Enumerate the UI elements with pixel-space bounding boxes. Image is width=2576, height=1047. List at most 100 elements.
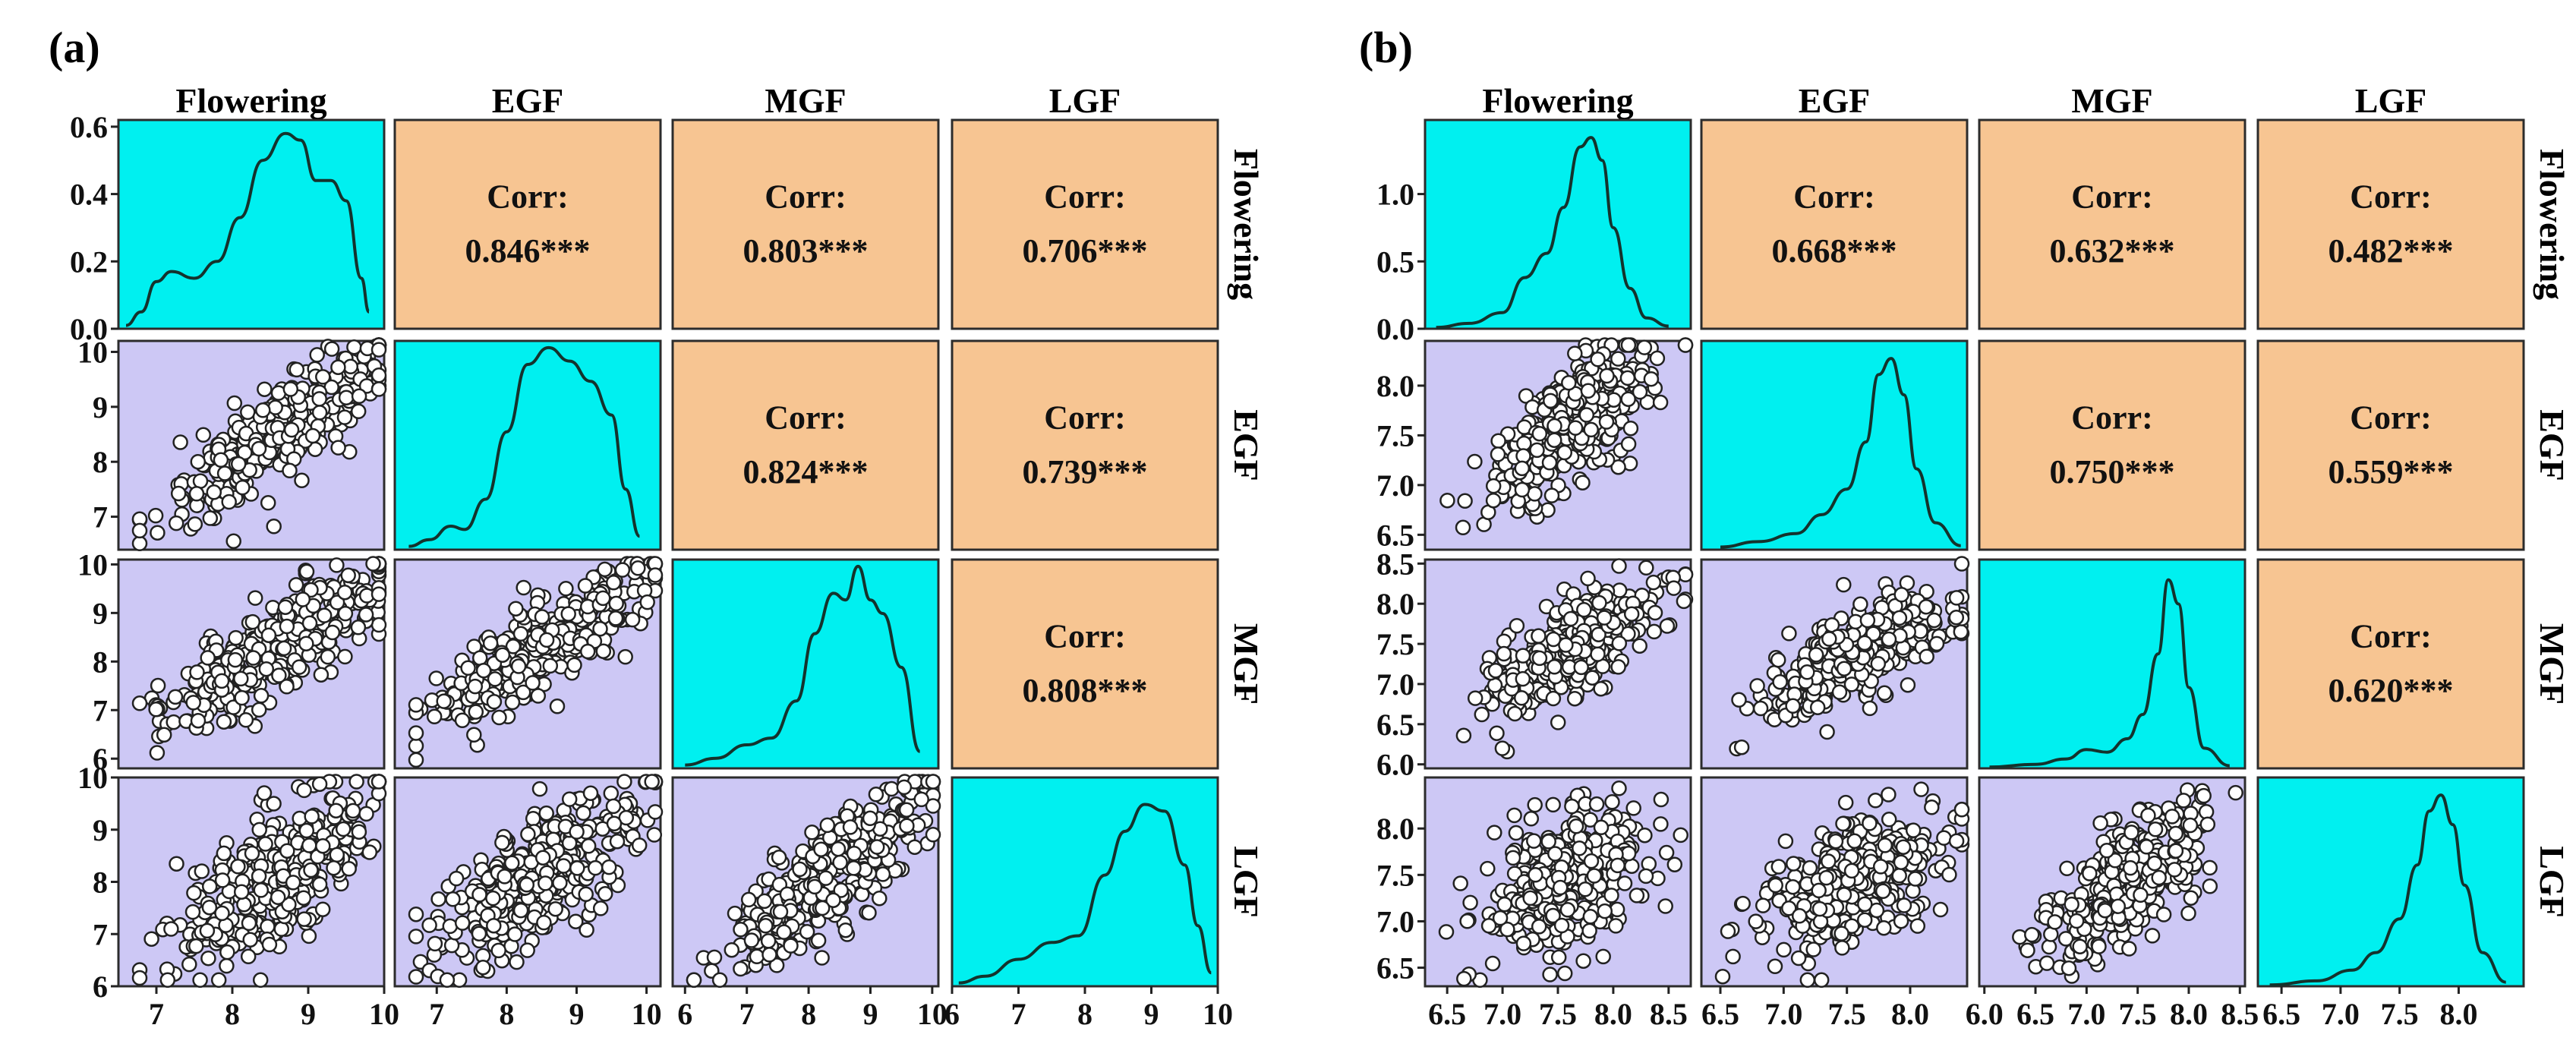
column-label-lgf: LGF xyxy=(2355,81,2427,120)
scatter-point xyxy=(150,677,166,694)
x-tick-label: 8 xyxy=(225,997,240,1031)
scatter-point xyxy=(743,932,760,948)
scatter-point xyxy=(1593,819,1610,836)
scatter-point xyxy=(639,594,655,610)
scatter-point xyxy=(1598,414,1615,430)
x-tick-label: 9 xyxy=(862,997,878,1031)
scatter-point xyxy=(494,647,511,663)
scatter-point xyxy=(582,785,599,801)
x-tick-label: 8.5 xyxy=(2221,997,2259,1031)
x-tick-label: 7 xyxy=(739,997,755,1031)
x-tick-label: 8.0 xyxy=(1891,997,1929,1031)
corr-cell-0-1: Corr:0.668*** xyxy=(1700,118,1969,330)
scatter-point xyxy=(233,884,250,900)
scatter-point xyxy=(1811,900,1828,917)
y-tick-label: 7.5 xyxy=(1376,858,1414,892)
x-tick-label: 10 xyxy=(1203,997,1233,1031)
scatter-point xyxy=(329,594,345,610)
scatter-point xyxy=(271,667,287,683)
scatter-point xyxy=(1484,955,1501,972)
scatter-point xyxy=(1748,913,1764,929)
scatter-point xyxy=(1552,879,1569,896)
scatter-point xyxy=(2091,938,2107,954)
cell-background xyxy=(2256,118,2525,330)
scatter-point xyxy=(225,533,241,550)
scatter-point xyxy=(1836,661,1852,676)
scatter-point xyxy=(1647,604,1663,621)
scatter-point xyxy=(771,850,787,866)
scatter-point xyxy=(899,818,915,834)
x-tick-label: 8.0 xyxy=(1594,997,1632,1031)
scatter-point xyxy=(170,485,187,502)
scatter-point xyxy=(1862,700,1878,717)
scatter-point xyxy=(442,918,459,935)
x-tick-label: 7.5 xyxy=(2119,997,2157,1031)
scatter-point xyxy=(163,921,179,937)
panel-label: (a) xyxy=(49,23,100,72)
scatter-point xyxy=(925,827,941,843)
scatter-point xyxy=(1881,787,1897,803)
scatter-point xyxy=(606,815,623,832)
scatter-point xyxy=(647,567,664,583)
scatter-point xyxy=(1948,590,1965,606)
corr-value: 0.668*** xyxy=(1772,232,1897,270)
scatter-point xyxy=(2228,784,2243,801)
scatter-point xyxy=(1843,676,1860,692)
scatter-point xyxy=(279,843,295,859)
x-tick-label: 6.5 xyxy=(2262,997,2300,1031)
scatter-point xyxy=(530,688,547,704)
scatter-point xyxy=(813,841,829,857)
scatter-point xyxy=(1833,926,1849,941)
scatter-point xyxy=(188,938,204,954)
scatter-point xyxy=(1953,802,1970,818)
corr-label: Corr: xyxy=(1044,178,1126,216)
scatter-point xyxy=(512,902,529,919)
corr-value: 0.482*** xyxy=(2328,232,2454,270)
scatter-point xyxy=(1720,923,1736,939)
scatter-point xyxy=(1556,444,1573,461)
scatter-point xyxy=(1857,896,1873,913)
scatter-point xyxy=(200,650,216,666)
scatter-point xyxy=(242,932,258,948)
scatter-point xyxy=(1467,453,1483,470)
scatter-point xyxy=(1818,869,1834,886)
scatter-point xyxy=(1474,706,1490,723)
scatter-point xyxy=(1611,635,1628,651)
scatter-point xyxy=(832,854,848,871)
cell-background xyxy=(2256,558,2525,770)
scatter-point xyxy=(277,599,294,615)
scatter-point xyxy=(1523,811,1540,827)
scatter-point xyxy=(547,900,563,917)
scatter-point xyxy=(1781,626,1797,642)
scatter-point xyxy=(408,697,424,713)
scatter-point xyxy=(1508,825,1524,841)
x-tick-label: 8.0 xyxy=(2439,997,2477,1031)
scatter-point xyxy=(1611,781,1627,796)
scatter-point xyxy=(2140,807,2156,824)
scatter-point xyxy=(241,915,257,932)
scatter-point xyxy=(301,615,318,632)
scatter-point xyxy=(1438,924,1455,940)
cell-background xyxy=(1978,558,2247,770)
scatter-point xyxy=(240,948,257,965)
scatter-point xyxy=(1777,833,1794,850)
scatter-point xyxy=(536,914,552,931)
density-cell-3-3 xyxy=(2256,776,2525,988)
corr-value: 0.824*** xyxy=(743,453,869,490)
corr-value: 0.846*** xyxy=(465,232,591,270)
scatter-point xyxy=(296,911,312,927)
row-label-egf: EGF xyxy=(2533,409,2571,481)
scatter-point xyxy=(1843,863,1860,879)
scatter-point xyxy=(348,774,364,790)
x-tick-label: 6.5 xyxy=(1428,997,1466,1031)
scatter-point xyxy=(1568,818,1584,834)
scatter-point xyxy=(1653,816,1669,832)
y-tick-label: 0.0 xyxy=(1376,312,1414,346)
cell-background xyxy=(2256,339,2525,551)
scatter-point xyxy=(1439,492,1455,509)
row-label-mgf: MGF xyxy=(2533,623,2571,705)
scatter-point xyxy=(475,662,492,679)
row-label-egf: EGF xyxy=(1227,409,1266,481)
scatter-point xyxy=(1653,791,1670,808)
scatter-point xyxy=(295,890,312,906)
